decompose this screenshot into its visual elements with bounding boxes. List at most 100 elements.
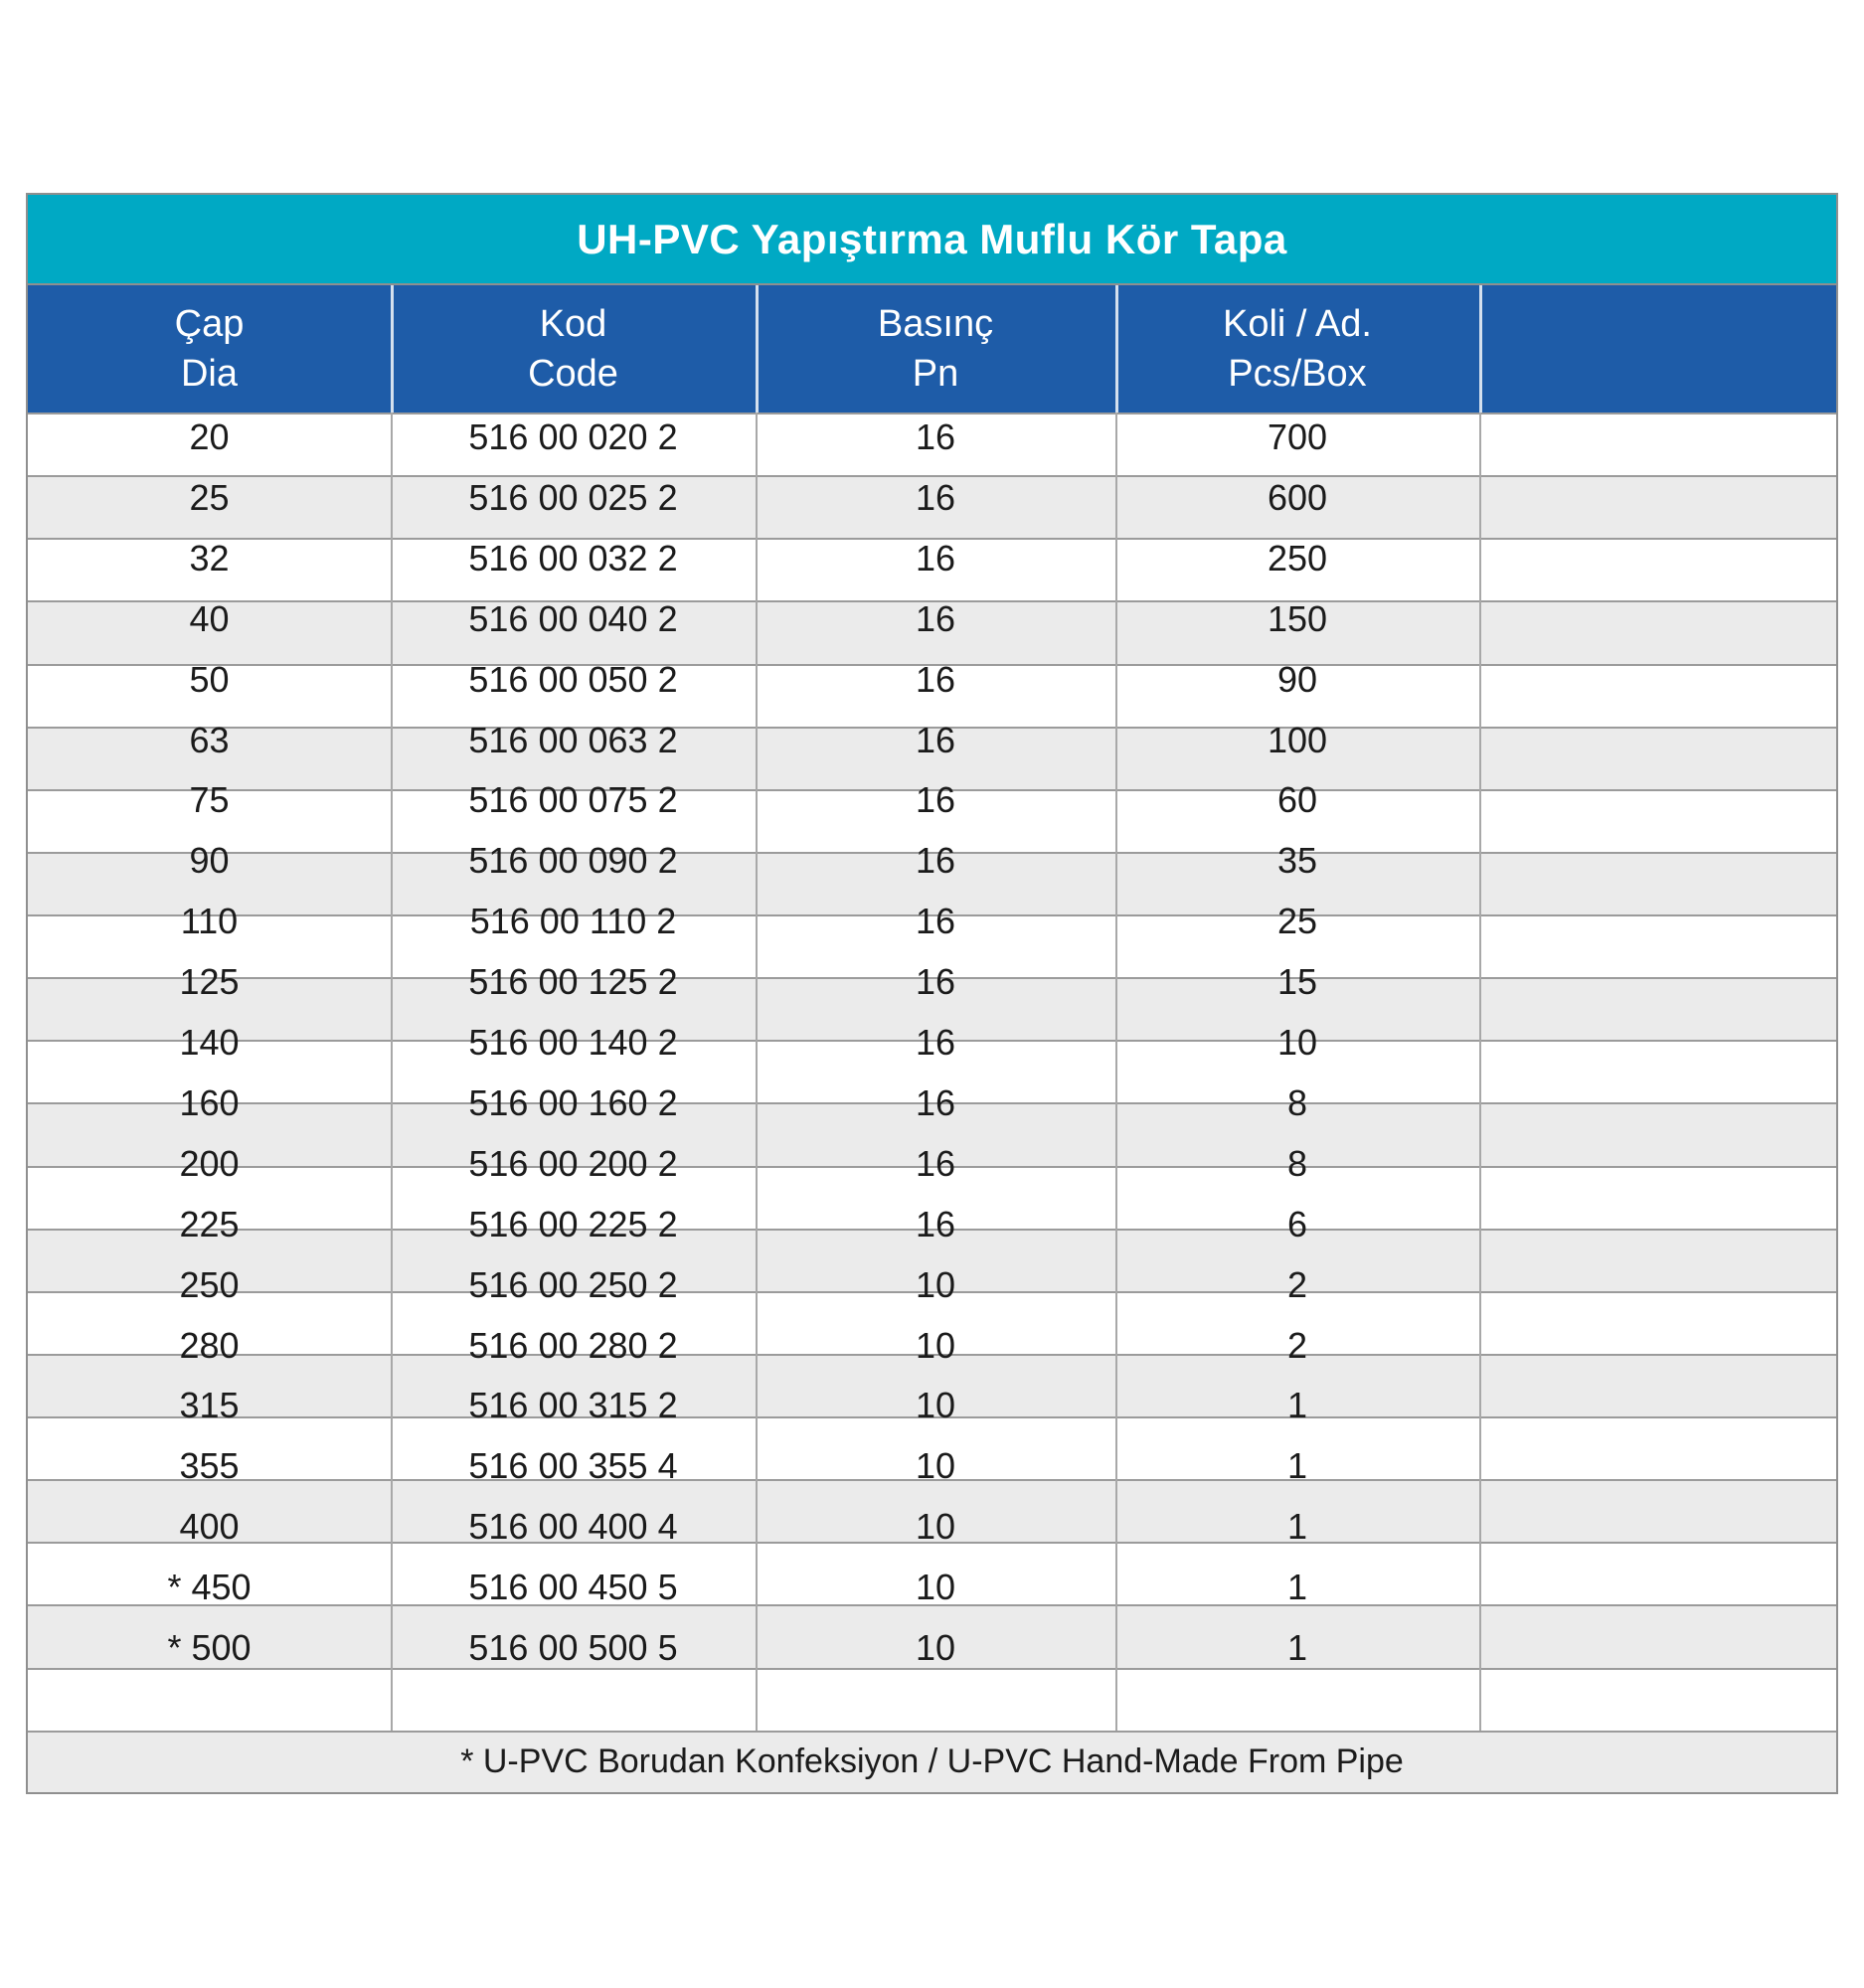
cell-code: 516 00 250 2 — [468, 1263, 678, 1305]
row-stripe — [28, 1667, 1836, 1731]
cell-dia: 355 — [179, 1445, 240, 1487]
cell-dia: 75 — [189, 779, 230, 821]
cell-dia: 160 — [179, 1081, 240, 1123]
cell-empty — [1479, 599, 1836, 639]
cell-code: 516 00 110 2 — [469, 901, 677, 942]
table-row: 50 516 00 050 2 16 90 — [28, 658, 1836, 700]
cell-code: 516 00 020 2 — [468, 416, 678, 457]
cell-pn: 10 — [915, 1445, 956, 1487]
cell-empty — [1479, 780, 1836, 820]
table-row: 140 516 00 140 2 16 10 — [28, 1023, 1836, 1063]
table-row: 250 516 00 250 2 10 2 — [28, 1263, 1836, 1305]
cell-pn: 10 — [915, 1627, 956, 1668]
table-row: 25 516 00 025 2 16 600 — [28, 477, 1836, 518]
table-row: 75 516 00 075 2 16 60 — [28, 780, 1836, 820]
cell-empty — [1479, 1265, 1836, 1305]
header-divider — [1115, 285, 1118, 413]
cell-box: 8 — [1286, 1142, 1308, 1184]
row-stripe — [28, 1542, 1836, 1604]
cell-pn: 10 — [915, 1263, 956, 1305]
cell-code: 516 00 500 5 — [468, 1627, 678, 1668]
cell-empty — [1479, 1568, 1836, 1607]
cell-pn: 10 — [915, 1324, 956, 1366]
column-header-empty — [1479, 285, 1836, 413]
cell-box: 100 — [1267, 719, 1328, 760]
cell-empty — [1479, 1386, 1836, 1425]
cell-code: 516 00 280 2 — [468, 1324, 678, 1366]
row-stripe — [28, 475, 1836, 539]
cell-pn: 10 — [915, 1385, 956, 1426]
cell-code: 516 00 075 2 — [468, 779, 678, 821]
cell-code: 516 00 200 2 — [468, 1142, 678, 1184]
row-stripe — [28, 1416, 1836, 1479]
column-divider — [1479, 413, 1481, 1731]
table-title-bar: UH-PVC Yapıştırma Muflu Kör Tapa — [28, 195, 1836, 283]
cell-pn: 16 — [915, 901, 956, 942]
table-row: * 500 516 00 500 5 10 1 — [28, 1628, 1836, 1668]
row-stripe — [28, 538, 1836, 600]
cell-code: 516 00 040 2 — [468, 597, 678, 639]
cell-empty — [1479, 902, 1836, 941]
table-row: 90 516 00 090 2 16 35 — [28, 841, 1836, 881]
table-row: 63 516 00 063 2 16 100 — [28, 719, 1836, 760]
row-stripe — [28, 1604, 1836, 1668]
row-stripe — [28, 1040, 1836, 1102]
cell-code: 516 00 090 2 — [468, 840, 678, 882]
column-divider — [756, 413, 758, 1731]
row-stripe — [28, 851, 1836, 914]
row-stripe — [28, 914, 1836, 977]
cell-empty — [1479, 1023, 1836, 1063]
cell-box: 60 — [1276, 779, 1318, 821]
column-divider — [1115, 413, 1117, 1731]
cell-box: 25 — [1276, 901, 1318, 942]
cell-pn: 16 — [915, 719, 956, 760]
cell-box: 35 — [1276, 840, 1318, 882]
table-row: 40 516 00 040 2 16 150 — [28, 597, 1836, 639]
cell-empty — [1479, 539, 1836, 579]
cell-dia: 125 — [179, 961, 240, 1003]
row-stripe — [28, 977, 1836, 1041]
cell-dia: 200 — [179, 1142, 240, 1184]
cell-dia: 50 — [189, 658, 230, 700]
row-stripe — [28, 788, 1836, 852]
cell-dia: 90 — [189, 840, 230, 882]
row-stripe — [28, 1102, 1836, 1166]
table-header-row: Çap Dia Kod Code Basınç Pn Koli / Ad. Pc… — [28, 283, 1836, 413]
cell-code: 516 00 063 2 — [468, 719, 678, 760]
cell-empty — [1479, 721, 1836, 760]
cell-box: 15 — [1276, 961, 1318, 1003]
table-title: UH-PVC Yapıştırma Muflu Kör Tapa — [577, 215, 1287, 262]
cell-code: 516 00 032 2 — [468, 537, 678, 579]
cell-code: 516 00 160 2 — [468, 1081, 678, 1123]
table-row: 125 516 00 125 2 16 15 — [28, 962, 1836, 1002]
table-row: 32 516 00 032 2 16 250 — [28, 537, 1836, 579]
table-row: 225 516 00 225 2 16 6 — [28, 1203, 1836, 1244]
column-header-ap: Çap Dia — [28, 285, 391, 413]
table-row: 315 516 00 315 2 10 1 — [28, 1386, 1836, 1425]
cell-box: 2 — [1286, 1263, 1308, 1305]
column-header-tr: Çap — [174, 303, 245, 345]
header-divider — [1479, 285, 1482, 413]
row-stripe — [28, 413, 1836, 475]
cell-box: 8 — [1286, 1081, 1308, 1123]
cell-dia: * 450 — [167, 1567, 252, 1608]
column-header-en: Pn — [912, 353, 959, 395]
cell-code: 516 00 140 2 — [468, 1022, 678, 1063]
cell-empty — [1479, 1446, 1836, 1486]
table-row: 355 516 00 355 4 10 1 — [28, 1446, 1836, 1486]
cell-pn: 16 — [915, 779, 956, 821]
cell-pn: 16 — [915, 1142, 956, 1184]
cell-box: 90 — [1276, 658, 1318, 700]
cell-box: 1 — [1286, 1506, 1308, 1548]
cell-code: 516 00 400 4 — [468, 1506, 678, 1548]
cell-pn: 16 — [915, 961, 956, 1003]
cell-dia: 63 — [189, 719, 230, 760]
row-stripe — [28, 726, 1836, 789]
cell-dia: 400 — [179, 1506, 240, 1548]
column-header-basn: Basınç Pn — [756, 285, 1115, 413]
cell-code: 516 00 225 2 — [468, 1203, 678, 1244]
cell-pn: 16 — [915, 1022, 956, 1063]
cell-code: 516 00 315 2 — [468, 1385, 678, 1426]
cell-dia: 280 — [179, 1324, 240, 1366]
